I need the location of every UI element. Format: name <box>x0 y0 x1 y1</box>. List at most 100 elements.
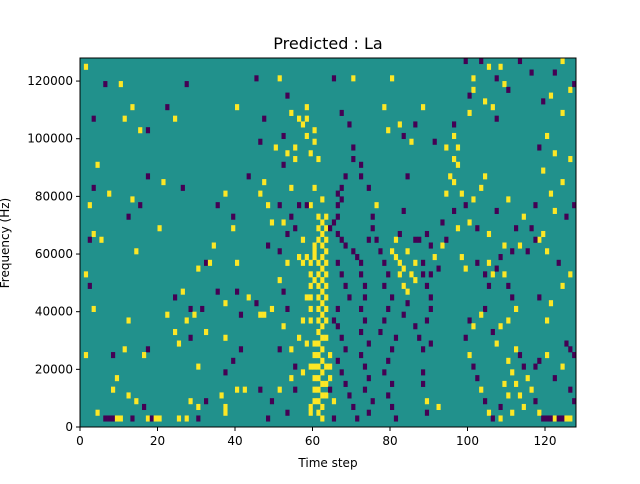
heatmap-cell <box>382 317 387 324</box>
heatmap-cell <box>285 150 290 157</box>
heatmap-cell <box>572 398 577 405</box>
heatmap-cell <box>235 386 240 393</box>
heatmap-cell <box>552 150 557 157</box>
heatmap-cell <box>498 63 503 70</box>
heatmap-cell <box>289 375 294 382</box>
heatmap-cell <box>262 179 267 186</box>
heatmap-cell <box>444 190 449 197</box>
heatmap-cell <box>490 415 495 422</box>
heatmap-cell <box>351 156 356 163</box>
heatmap-cell <box>324 363 329 370</box>
heatmap-cell <box>510 294 515 301</box>
heatmap-cell <box>514 346 519 353</box>
heatmap-cell <box>269 219 275 226</box>
heatmap-cell <box>324 294 329 301</box>
heatmap-cell <box>366 236 371 243</box>
heatmap-cell <box>87 282 92 289</box>
heatmap-cell <box>421 346 426 353</box>
plot-frame <box>79 57 577 428</box>
heatmap-cell <box>421 259 426 266</box>
heatmap-cell <box>114 375 120 382</box>
heatmap-cell <box>444 144 449 151</box>
heatmap-cell <box>424 317 430 324</box>
heatmap-cell <box>308 282 313 289</box>
heatmap-cell <box>297 202 302 209</box>
heatmap-cell <box>235 259 240 266</box>
heatmap-cell <box>308 202 313 209</box>
heatmap-cell <box>378 328 383 336</box>
heatmap-cell <box>320 300 325 307</box>
heatmap-cell <box>258 311 263 318</box>
heatmap-cell <box>316 236 321 243</box>
heatmap-cell <box>130 104 135 111</box>
heatmap-cell <box>467 317 472 324</box>
heatmap-cell <box>281 323 286 330</box>
heatmap-cell <box>134 248 139 255</box>
heatmap-cell <box>126 213 131 220</box>
heatmap-cell <box>502 380 507 387</box>
heatmap-cell <box>560 109 565 116</box>
heatmap-cell <box>266 202 271 209</box>
heatmap-cell <box>560 363 565 370</box>
heatmap-cell <box>343 346 348 353</box>
heatmap-cell <box>304 104 309 111</box>
heatmap-cell <box>324 317 329 324</box>
heatmap-cell <box>390 380 395 387</box>
heatmap-cell <box>397 271 402 278</box>
heatmap-cell <box>521 403 526 411</box>
heatmap-cell <box>188 305 193 312</box>
heatmap-cell <box>479 386 484 393</box>
heatmap-cell <box>552 69 557 76</box>
heatmap-cell <box>293 386 298 393</box>
heatmap-cell <box>87 236 92 243</box>
heatmap-cell <box>517 392 523 399</box>
heatmap-cell <box>502 242 507 249</box>
heatmap-cell <box>525 375 530 382</box>
heatmap-cell <box>138 127 143 134</box>
heatmap-cell <box>545 352 550 359</box>
heatmap-cell <box>289 346 294 353</box>
heatmap-cell <box>517 352 523 359</box>
heatmap-cell <box>215 202 220 209</box>
heatmap-cell <box>258 138 263 145</box>
heatmap-cell <box>397 259 402 266</box>
x-axis-label: Time step <box>297 456 357 470</box>
heatmap-cell <box>475 225 480 232</box>
heatmap-cell <box>521 213 526 220</box>
heatmap-cell <box>308 403 313 411</box>
heatmap-cell <box>320 288 325 295</box>
heatmap-cell <box>95 409 100 416</box>
heatmap-cell <box>548 92 554 99</box>
heatmap-cell <box>324 213 329 220</box>
heatmap-cell <box>537 144 542 151</box>
heatmap-cell <box>568 86 573 93</box>
heatmap-cell <box>285 409 290 416</box>
heatmap-cell <box>331 75 337 82</box>
heatmap-cell <box>413 277 418 284</box>
heatmap-cell <box>390 294 395 301</box>
heatmap-cell <box>285 92 290 99</box>
heatmap-cell <box>393 415 399 422</box>
heatmap-cell <box>355 254 360 261</box>
heatmap-cell <box>328 225 333 232</box>
heatmap-cell <box>331 317 337 324</box>
heatmap-cell <box>184 81 189 88</box>
heatmap-cell <box>335 305 340 312</box>
heatmap-cell <box>393 334 399 341</box>
heatmap-cell <box>300 121 306 128</box>
heatmap-cell <box>343 242 348 249</box>
heatmap-cell <box>176 415 182 422</box>
heatmap-cell <box>452 121 457 128</box>
heatmap-cell <box>285 305 290 312</box>
heatmap-cell <box>207 259 213 266</box>
heatmap-cell <box>362 317 368 324</box>
heatmap-cell <box>266 242 271 249</box>
heatmap-cell <box>471 363 476 370</box>
heatmap-cell <box>196 363 201 370</box>
heatmap-cell <box>424 230 430 238</box>
heatmap-cell <box>316 352 321 359</box>
heatmap-cell <box>366 184 371 191</box>
chart-title: Predicted : La <box>273 34 382 53</box>
heatmap-cell <box>308 305 313 312</box>
heatmap-cell <box>347 121 352 128</box>
